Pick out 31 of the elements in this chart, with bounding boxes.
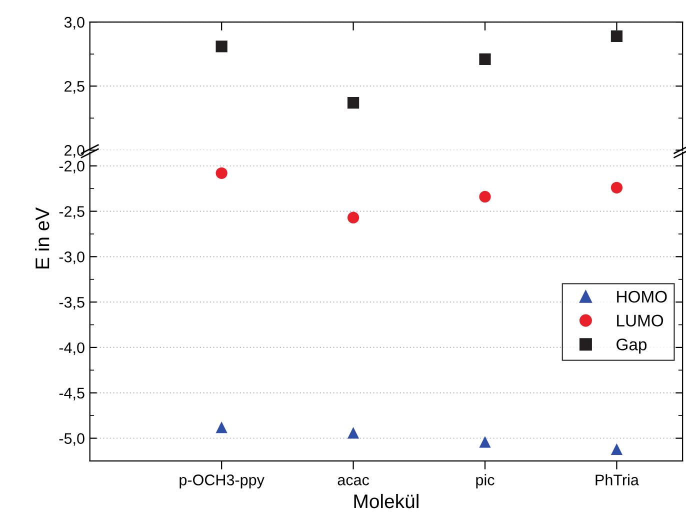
y-tick-label: -2,5 bbox=[59, 206, 84, 219]
legend-label: LUMO bbox=[617, 314, 664, 327]
y-tick-label: -5,0 bbox=[59, 433, 84, 446]
point bbox=[479, 436, 491, 448]
legend-label: HOMO bbox=[617, 290, 667, 303]
y-tick-label: 3,0 bbox=[64, 16, 84, 30]
point bbox=[479, 190, 491, 203]
y-axis-title: E in eV bbox=[35, 207, 50, 268]
x-tick-label: p-OCH3-ppy bbox=[180, 474, 264, 488]
legend-label: Gap bbox=[616, 338, 647, 354]
x-tick-label: pic bbox=[476, 474, 494, 488]
y-tick-label: -2,0 bbox=[59, 160, 84, 174]
point bbox=[347, 426, 360, 439]
y-tick-label: 2,0 bbox=[64, 145, 84, 158]
x-tick-label: PhTria bbox=[596, 474, 639, 486]
y-tick-label: -3,0 bbox=[59, 252, 84, 264]
point bbox=[610, 182, 623, 194]
x-tick-label: acac bbox=[338, 476, 370, 486]
point bbox=[479, 53, 491, 66]
point bbox=[216, 422, 228, 434]
point bbox=[216, 167, 228, 179]
y-tick-label: 2,5 bbox=[64, 80, 84, 94]
point bbox=[610, 30, 623, 42]
point bbox=[347, 212, 360, 224]
point bbox=[347, 96, 360, 109]
y-tick-label: -4,5 bbox=[59, 388, 84, 400]
y-tick-label: -4,0 bbox=[59, 342, 84, 355]
y-tick-label: -3,5 bbox=[59, 296, 84, 310]
x-axis-title: Molekül bbox=[354, 494, 418, 508]
point bbox=[216, 40, 228, 52]
point bbox=[610, 443, 623, 455]
